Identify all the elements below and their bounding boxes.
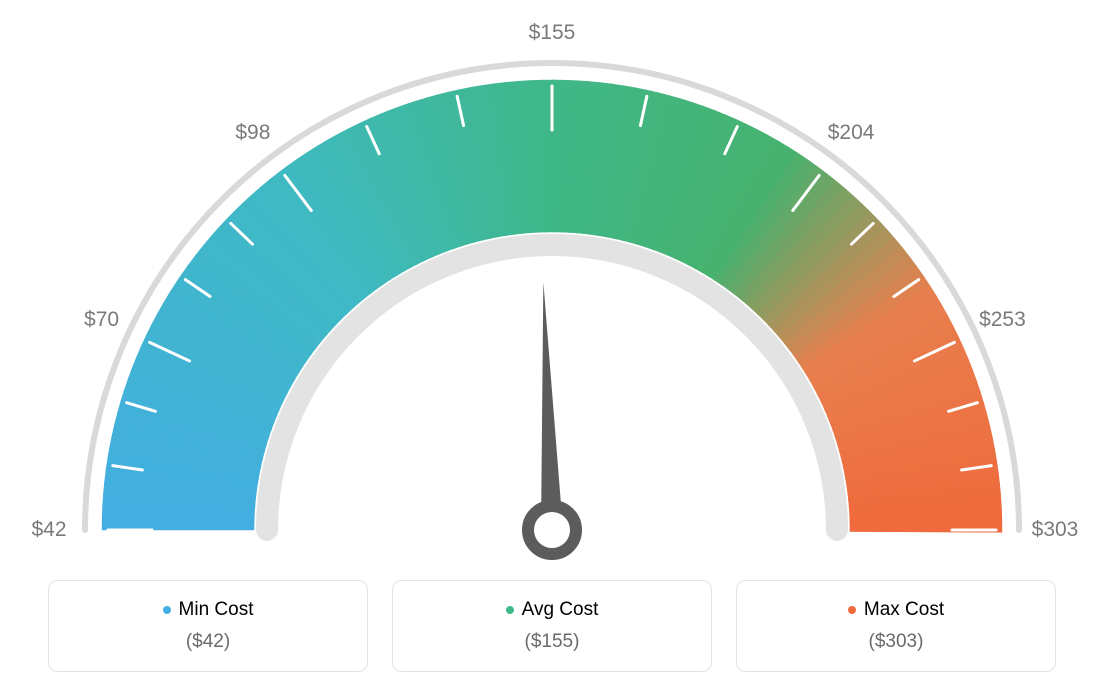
scale-label: $303 xyxy=(1032,518,1079,542)
legend-label-max: Max Cost xyxy=(864,599,944,621)
scale-label: $42 xyxy=(31,518,66,542)
legend-card-min: Min Cost ($42) xyxy=(48,580,368,672)
legend-dot-min xyxy=(163,606,171,614)
scale-label: $98 xyxy=(235,121,270,145)
cost-gauge-container: $42 $70 $98 $155 $204 $253 $303 Min Cost ($42)… xyxy=(0,0,1104,690)
scale-label: $70 xyxy=(84,308,119,332)
legend-dot-max xyxy=(848,606,856,614)
gauge-chart: $42 $70 $98 $155 $204 $253 $303 xyxy=(0,10,1104,570)
legend-title-min: Min Cost xyxy=(163,599,254,621)
legend-value-max: ($303) xyxy=(869,631,924,653)
legend-value-avg: ($155) xyxy=(525,631,580,653)
legend-card-max: Max Cost ($303) xyxy=(736,580,1056,672)
scale-label: $204 xyxy=(828,121,875,145)
legend-title-avg: Avg Cost xyxy=(506,599,599,621)
legend-card-avg: Avg Cost ($155) xyxy=(392,580,712,672)
legend-title-max: Max Cost xyxy=(848,599,944,621)
legend-label-avg: Avg Cost xyxy=(522,599,599,621)
legend-label-min: Min Cost xyxy=(179,599,254,621)
legend-dot-avg xyxy=(506,606,514,614)
scale-label: $155 xyxy=(529,21,576,45)
legend-value-min: ($42) xyxy=(186,631,230,653)
legend-row: Min Cost ($42) Avg Cost ($155) Max Cost … xyxy=(0,580,1104,672)
scale-label: $253 xyxy=(979,308,1026,332)
